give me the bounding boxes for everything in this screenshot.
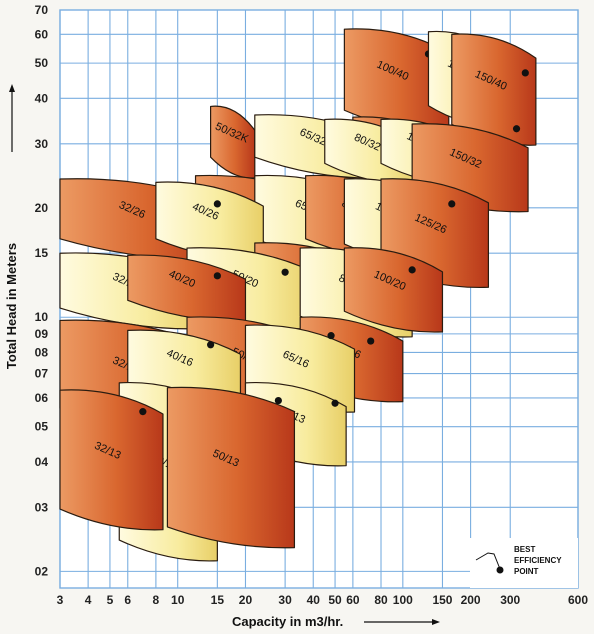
pump-area-50-13 [166,386,296,549]
legend-dot [496,566,504,574]
y-tick-label-8: 10 [35,310,49,324]
x-tick-label-0: 3 [57,593,64,607]
y-tick-label-0: 02 [35,564,49,578]
x-axis-ticks: 3 4 5 6 8 10 15 20 30 40 50 60 80 100 150 200 300 600 [57,593,589,607]
bep-dot-40-20 [213,272,221,280]
pump-curve-40-20: 40/20 [127,254,247,322]
y-tick-label-5: 07 [35,367,49,381]
bep-dot-65-16 [327,332,335,340]
pump-curve-100-20: 100/20 [343,247,444,333]
y-axis-ticks: 02 03 04 05 06 07 08 09 10 15 20 30 40 50 60 70 [35,3,49,578]
x-tick-label-12: 80 [374,593,388,607]
y-tick-label-10: 20 [35,201,49,215]
bep-dot-150-32 [512,125,521,133]
y-tick-label-14: 60 [35,27,49,41]
legend-best-efficiency-point: BEST EFFICIENCY POINT [470,538,578,588]
bep-dot-100-20 [408,266,416,274]
x-tick-label-1: 4 [85,593,92,607]
pump-curve-50-13: 50/13 [166,386,296,549]
x-tick-label-6: 15 [211,593,225,607]
bep-dot-65-13 [331,399,339,407]
bep-dot-125-26 [448,200,456,208]
y-tick-label-12: 40 [35,91,49,105]
x-tick-label-11: 60 [346,593,360,607]
bep-dot-150-40 [521,69,529,77]
y-tick-label-6: 08 [35,345,49,359]
bep-dot-40-26 [213,200,221,208]
x-tick-label-4: 8 [153,593,160,607]
legend-curve-icon [475,552,501,570]
x-tick-label-5: 10 [171,593,185,607]
x-tick-label-17: 600 [568,593,588,607]
pump-curves: 100/40125/40150/4050/32K65/32100/3280/32… [59,28,537,562]
bep-dot-32-13 [139,408,147,416]
x-axis-label: Capacity in m3/hr. [232,614,343,629]
y-tick-label-3: 05 [35,420,49,434]
x-tick-label-2: 5 [107,593,114,607]
bep-dot-50-20 [281,268,289,276]
pump-curve-50-32k: 50/32K [210,105,256,179]
y-tick-label-2: 04 [35,455,49,469]
x-tick-label-14: 150 [432,593,452,607]
bep-dot-80-16 [367,337,375,345]
y-axis-label: Total Head in Meters [4,243,19,369]
pump-curve-150-40: 150/40 [451,33,537,146]
bep-dot-50-13 [274,396,282,405]
y-tick-label-15: 70 [35,3,49,17]
pump-area-100-20 [343,247,444,333]
x-tick-label-7: 20 [239,593,253,607]
legend-line-2: EFFICIENCY [514,556,562,565]
x-tick-label-15: 200 [461,593,481,607]
y-tick-label-11: 30 [35,137,49,151]
x-tick-label-13: 100 [393,593,413,607]
y-axis-arrow [9,84,15,152]
x-tick-label-10: 50 [328,593,342,607]
x-tick-label-16: 300 [500,593,520,607]
y-tick-label-7: 09 [35,327,49,341]
legend-line-3: POINT [514,567,539,576]
bep-dot-40-16 [207,341,215,349]
x-tick-label-9: 40 [307,593,321,607]
y-tick-label-1: 03 [35,500,49,514]
legend-line-1: BEST [514,545,535,554]
x-tick-label-3: 6 [124,593,131,607]
x-tick-label-8: 30 [278,593,292,607]
x-axis-arrow [364,619,440,625]
y-tick-label-13: 50 [35,56,49,70]
y-tick-label-9: 15 [35,246,49,260]
y-tick-label-4: 06 [35,391,49,405]
pump-curve-32-13: 32/13 [59,389,164,531]
pump-area-32-13 [59,389,164,531]
